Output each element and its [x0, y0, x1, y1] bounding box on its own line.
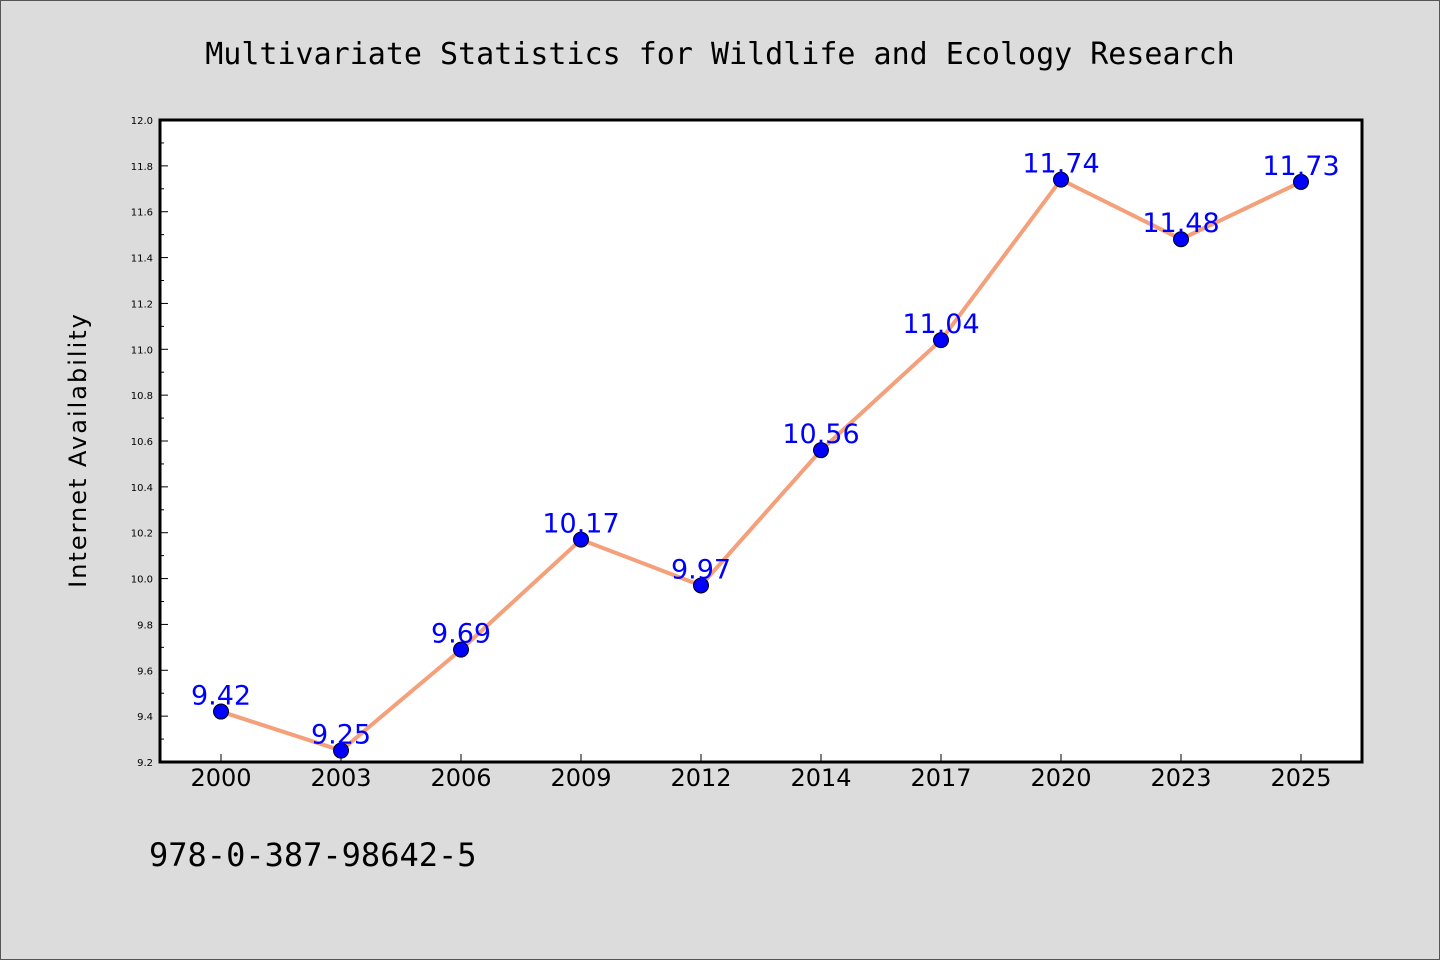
- y-tick-label: 12.0: [131, 116, 153, 127]
- y-tick-label: 10.0: [131, 575, 153, 586]
- x-tick-label: 2009: [550, 764, 611, 792]
- series-line: [220, 177, 1302, 753]
- data-point: [1293, 173, 1309, 190]
- y-axis-label: Internet Availability: [64, 312, 92, 588]
- x-tick-label: 2003: [310, 764, 371, 792]
- y-tick-label: 9.2: [137, 758, 153, 769]
- data-labels: 9.42 9.25 9.69 10.17 9.97 10.56 11.04 11.74 11.4…: [191, 149, 1340, 751]
- data-label: 9.97: [671, 554, 731, 585]
- data-label: 11.74: [1022, 149, 1099, 180]
- x-tick-label: 2023: [1150, 764, 1211, 792]
- isbn-text: 978-0-387-98642-5: [149, 836, 477, 874]
- data-label: 11.48: [1142, 208, 1219, 239]
- plot-area: [158, 118, 1364, 764]
- y-tick-label: 10.6: [131, 437, 153, 448]
- data-label: 11.73: [1262, 151, 1339, 182]
- data-point: [1053, 171, 1069, 188]
- x-tick-label: 2017: [910, 764, 971, 792]
- y-tick-label: 9.4: [137, 712, 153, 723]
- data-point: [333, 742, 349, 759]
- x-tick-label: 2000: [190, 764, 251, 792]
- data-point: [213, 703, 229, 720]
- data-label: 9.69: [431, 619, 491, 650]
- data-point: [933, 332, 949, 349]
- x-tick-label: 2014: [790, 764, 851, 792]
- y-tick-label: 9.8: [137, 620, 153, 631]
- data-point: [453, 641, 469, 658]
- y-tick-label: 11.2: [131, 299, 153, 310]
- x-axis: 2000 2003 2006 2009 2012 2014 2017 2020 2023 2025: [190, 754, 1332, 792]
- data-point: [573, 531, 589, 548]
- data-label: 11.04: [902, 309, 979, 340]
- x-tick-label: 2006: [430, 764, 491, 792]
- x-tick-label: 2012: [670, 764, 731, 792]
- y-tick-label: 11.6: [131, 208, 153, 219]
- y-tick-label: 11.8: [131, 162, 153, 173]
- data-label: 9.25: [311, 720, 371, 751]
- y-tick-label: 10.4: [131, 483, 153, 494]
- data-label: 10.17: [542, 509, 619, 540]
- chart-title: Multivariate Statistics for Wildlife and…: [205, 37, 1235, 72]
- data-point: [1173, 231, 1189, 248]
- data-label: 10.56: [782, 419, 859, 450]
- y-tick-label: 11.0: [131, 345, 153, 356]
- series-line-group: [213, 171, 1309, 759]
- y-tick-label: 10.8: [131, 391, 153, 402]
- x-tick-label: 2020: [1030, 764, 1091, 792]
- data-point: [813, 442, 829, 459]
- data-point: [693, 577, 709, 594]
- y-tick-label: 11.4: [131, 254, 153, 265]
- data-label: 9.42: [191, 681, 251, 712]
- x-tick-label: 2025: [1270, 764, 1331, 792]
- y-tick-label: 10.2: [131, 529, 153, 540]
- y-tick-label: 9.6: [137, 666, 153, 677]
- y-axis: 9.2 9.4 9.6 9.8 10.0 10.2 10.4 10.6 10.8 11.0 11.2…: [131, 116, 168, 769]
